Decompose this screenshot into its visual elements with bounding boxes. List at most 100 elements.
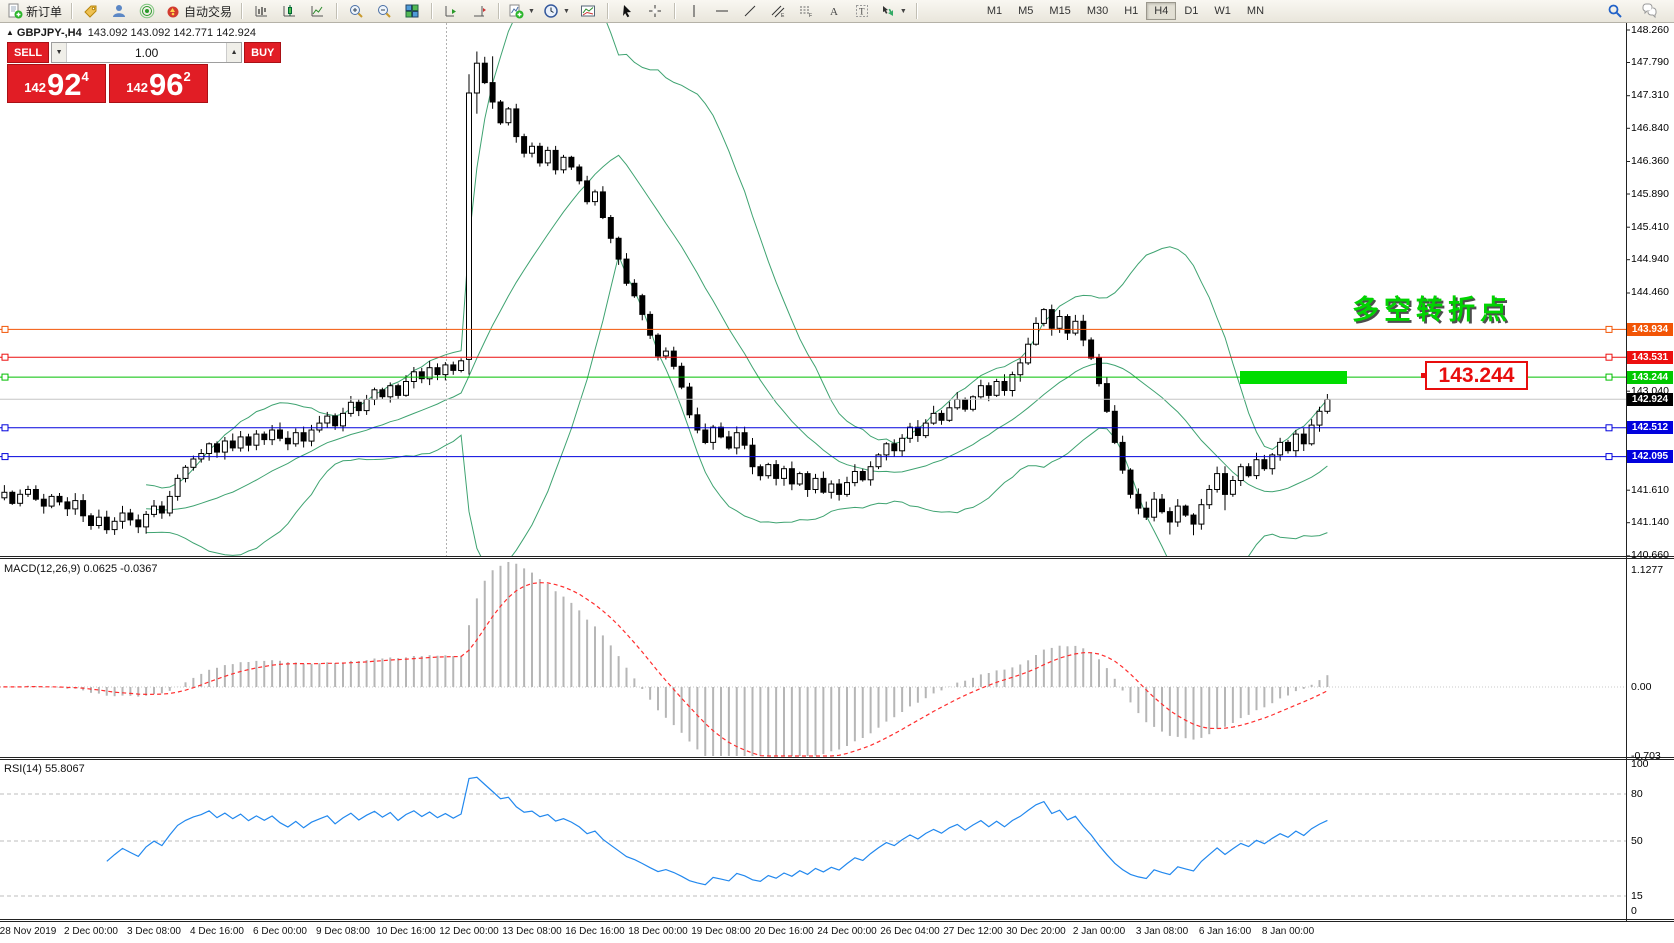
level-callout-box[interactable]: 143.244 (1421, 361, 1528, 390)
macd-pane (0, 562, 1626, 757)
line-handle[interactable] (1, 325, 9, 333)
fibonacci-button[interactable]: F (793, 0, 819, 22)
indicators-button[interactable]: ▼ (505, 0, 538, 22)
volume-increase-button[interactable]: ▲ (226, 43, 242, 62)
zoom-out-icon (378, 5, 391, 18)
text-label-button[interactable]: T (849, 0, 875, 22)
line-chart-button[interactable] (304, 0, 330, 22)
templates-button[interactable] (575, 0, 601, 22)
price-axis-tick: 145.410 (1631, 220, 1669, 233)
search-button[interactable] (1602, 0, 1628, 22)
time-axis-label: 24 Dec 00:00 (817, 926, 877, 937)
rsi-indicator-label: RSI(14) 55.8067 (4, 763, 85, 775)
macd-signal-line (0, 582, 1328, 757)
time-axis-label: 4 Dec 16:00 (190, 926, 244, 937)
time-axis-label: 8 Jan 00:00 (1261, 926, 1315, 937)
line-handle[interactable] (1605, 424, 1613, 432)
market-watch-button[interactable] (106, 0, 132, 22)
collapse-arrow-icon[interactable]: ▲ (6, 28, 14, 37)
timeframe-m1-button[interactable]: M1 (979, 2, 1010, 20)
svg-text:A: A (830, 6, 838, 18)
text-button[interactable]: A (821, 0, 847, 22)
timeframe-d1-button[interactable]: D1 (1176, 2, 1206, 20)
sell-button[interactable]: SELL (7, 42, 50, 63)
new-order-label: 新订单 (26, 4, 63, 19)
trendline-button[interactable] (737, 0, 763, 22)
auto-scroll-button[interactable] (438, 0, 464, 22)
price-axis-tick: 148.260 (1631, 23, 1669, 36)
main-price-pane (0, 23, 1626, 556)
line-handle[interactable] (1605, 325, 1613, 333)
timeframe-h1-button[interactable]: H1 (1116, 2, 1146, 20)
line-handle[interactable] (1, 424, 9, 432)
signals-button[interactable] (134, 0, 160, 22)
horizontal-line-icon (715, 10, 728, 12)
line-handle[interactable] (1, 373, 9, 381)
symbol-name: GBPJPY-,H4 (16, 27, 82, 39)
time-axis-label: 20 Dec 16:00 (754, 926, 814, 937)
fibonacci-icon: F (799, 6, 812, 19)
chart-shift-icon (474, 6, 487, 17)
line-handle[interactable] (1, 453, 9, 461)
new-order-button[interactable]: 新订单 (4, 0, 65, 22)
timeframe-m5-button[interactable]: M5 (1010, 2, 1041, 20)
chat-icon (1642, 3, 1657, 19)
price-axis-tick: 140.660 (1631, 549, 1669, 562)
horizontal-line-button[interactable] (709, 0, 735, 22)
crosshair-icon (648, 5, 661, 17)
timeframe-toolbar: M1 M5 M15 M30 H1 H4 D1 W1 MN (979, 2, 1272, 20)
equidistant-channel-button[interactable]: E (765, 0, 791, 22)
zoom-in-button[interactable] (343, 0, 369, 22)
bar-chart-button[interactable] (248, 0, 274, 22)
autotrading-button[interactable]: 自动交易 (162, 0, 235, 22)
vertical-line-icon (693, 5, 695, 17)
sell-price-display[interactable]: 142 92 4 (7, 64, 106, 103)
rsi-line (106, 776, 1328, 886)
price-axis-chip: 142.924 (1627, 392, 1673, 406)
timeframe-w1-button[interactable]: W1 (1206, 2, 1239, 20)
cursor-button[interactable] (614, 0, 640, 22)
separator (431, 3, 433, 19)
timeframe-m15-button[interactable]: M15 (1041, 2, 1078, 20)
arrows-caret-icon[interactable]: ▼ (899, 7, 907, 15)
periods-caret-icon[interactable]: ▼ (562, 7, 570, 15)
main-toolbar: 新订单 自动交易 (0, 0, 1674, 23)
volume-input[interactable] (67, 43, 227, 62)
indicators-caret-icon[interactable]: ▼ (528, 7, 535, 15)
volume-decrease-button[interactable]: ▼ (52, 43, 68, 62)
tile-windows-icon (405, 4, 419, 18)
line-chart-icon (311, 6, 324, 17)
buy-price-display[interactable]: 142 96 2 (109, 64, 208, 103)
line-handle[interactable] (1605, 353, 1613, 361)
timeframe-h4-button[interactable]: H4 (1146, 2, 1177, 20)
chat-button[interactable] (1636, 0, 1662, 22)
zoom-out-button[interactable] (371, 0, 397, 22)
crosshair-button[interactable] (642, 0, 668, 22)
chart-shift-button[interactable] (466, 0, 492, 22)
periods-button[interactable]: ▼ (540, 0, 573, 22)
arrows-button[interactable]: ▼ (877, 0, 910, 22)
line-handle[interactable] (1605, 453, 1613, 461)
timeframe-mn-button[interactable]: MN (1239, 2, 1272, 20)
time-axis-label: 10 Dec 16:00 (376, 926, 436, 937)
price-axis-tick: 147.790 (1631, 56, 1669, 69)
sell-big-figure: 142 (24, 80, 46, 95)
line-handle[interactable] (1, 353, 9, 361)
line-handle[interactable] (1605, 373, 1613, 381)
text-label-icon: T (855, 5, 868, 17)
macd-histogram (3, 562, 1329, 756)
timeframe-m30-button[interactable]: M30 (1079, 2, 1116, 20)
vertical-line-button[interactable] (681, 0, 707, 22)
symbol-header[interactable]: ▲ GBPJPY-,H4 143.092 143.092 142.771 142.9… (6, 27, 256, 39)
rsi-scale-label: 0 (1631, 905, 1637, 917)
price-axis-chip: 142.095 (1627, 450, 1673, 464)
tile-windows-button[interactable] (399, 0, 425, 22)
price-tag-icon (84, 5, 97, 18)
turning-point-annotation[interactable]: 多空转折点 (1352, 295, 1512, 325)
candlestick-chart-button[interactable] (276, 0, 302, 22)
symbols-button[interactable] (78, 0, 104, 22)
buy-button[interactable]: BUY (244, 42, 282, 63)
svg-text:T: T (859, 7, 865, 17)
level-highlight-rectangle[interactable] (1240, 371, 1347, 384)
